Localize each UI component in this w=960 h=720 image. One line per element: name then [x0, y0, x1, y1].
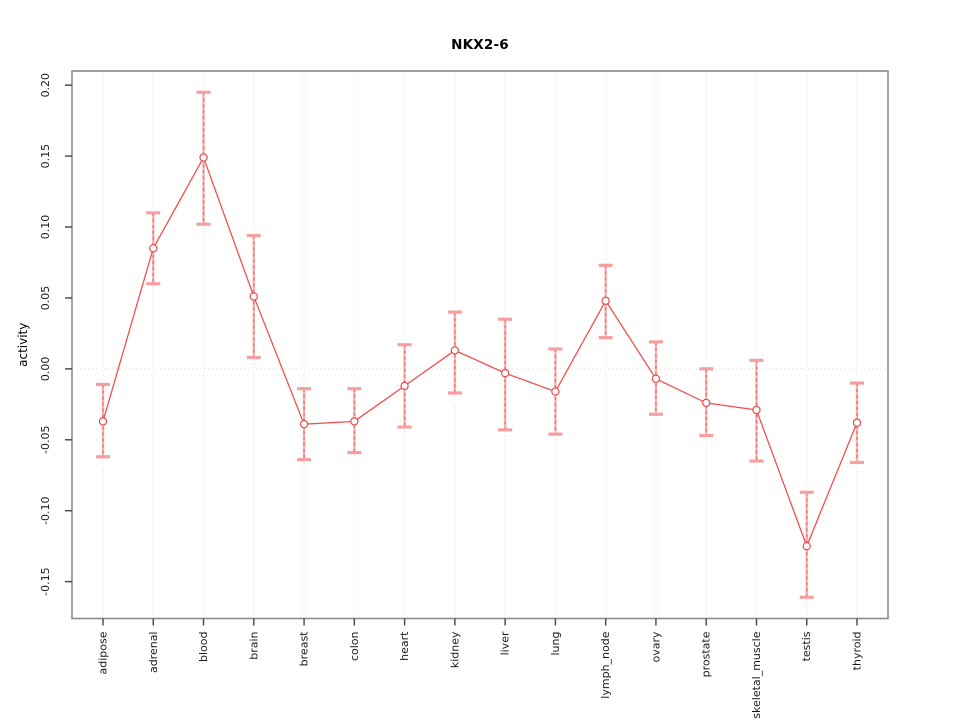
series-line-activity — [102, 155, 858, 548]
data-point-testis — [802, 541, 811, 551]
data-point-lymph_node — [601, 296, 610, 305]
x-tick-label-lung: lung — [549, 632, 562, 656]
x-tick-label-testis: testis — [800, 631, 813, 661]
x-tick-label-kidney: kidney — [448, 631, 461, 668]
data-point-ovary — [651, 374, 661, 383]
y-tick-label--0.10: -0.10 — [39, 496, 52, 524]
x-tick-label-lymph_node: lymph_node — [599, 631, 612, 698]
x-tick-label-brain: brain — [247, 631, 260, 659]
data-point-skeletal_muscle — [752, 405, 761, 415]
x-tick-label-breast: breast — [298, 631, 311, 667]
data-point-heart — [400, 381, 409, 391]
data-point-brain — [249, 292, 258, 301]
chart-title: NKX2-6 — [451, 37, 509, 53]
y-tick-label-0.05: 0.05 — [39, 286, 52, 311]
y-tick-label--0.05: -0.05 — [39, 426, 52, 454]
data-point-adipose — [98, 417, 108, 426]
x-tick-label-colon: colon — [348, 631, 361, 661]
data-point-adrenal — [149, 244, 158, 253]
x-tick-label-liver: liver — [499, 631, 512, 655]
y-tick-label--0.15: -0.15 — [39, 567, 52, 595]
data-point-liver — [500, 368, 510, 378]
x-tick-label-adrenal: adrenal — [147, 632, 160, 674]
x-tick-label-ovary: ovary — [649, 631, 662, 663]
x-tick-label-thyroid: thyroid — [851, 632, 864, 671]
x-tick-label-heart: heart — [398, 631, 411, 661]
plot-box-border — [71, 70, 889, 620]
y-tick-label-0.15: 0.15 — [39, 144, 52, 169]
data-point-colon — [350, 417, 359, 426]
data-point-thyroid — [852, 418, 862, 427]
data-point-prostate — [702, 398, 711, 408]
x-tick-label-prostate: prostate — [700, 631, 713, 677]
data-point-blood — [199, 153, 208, 162]
y-tick-label-0.20: 0.20 — [39, 73, 52, 98]
y-tick-label-0.00: 0.00 — [39, 357, 52, 382]
x-tick-label-blood: blood — [197, 632, 210, 662]
y-tick-label-0.10: 0.10 — [39, 215, 52, 240]
x-tick-label-adipose: adipose — [97, 631, 110, 674]
y-axis-title: activity — [16, 323, 30, 367]
data-point-lung — [551, 387, 560, 396]
data-point-breast — [299, 419, 309, 429]
data-point-kidney — [450, 346, 460, 355]
x-tick-label-skeletal_muscle: skeletal_muscle — [750, 631, 763, 718]
